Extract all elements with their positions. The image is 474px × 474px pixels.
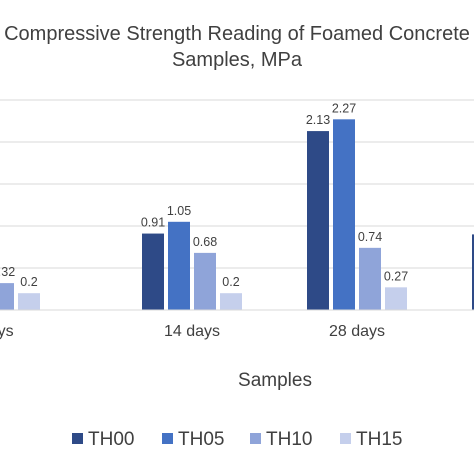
legend-item-th15: TH15	[340, 429, 402, 450]
bar-th00-2	[307, 131, 329, 310]
legend-swatch	[162, 433, 173, 444]
bar-th10-1	[194, 252, 216, 310]
legend-item-th10: TH10	[250, 429, 312, 450]
legend-label: TH00	[88, 429, 134, 450]
data-labels: 0.912.130.0.421.052.270.320.680.740.20.2…	[0, 101, 408, 289]
legend-label: TH05	[178, 429, 224, 450]
data-label: 2.27	[332, 101, 356, 115]
gridlines	[0, 99, 474, 269]
data-label: 0.2	[20, 275, 37, 289]
data-label: 0.32	[0, 265, 15, 279]
legend-swatch	[72, 433, 83, 444]
bar-th10-0	[0, 283, 14, 310]
bar-th15-0	[18, 293, 40, 310]
data-label: 0.27	[384, 269, 408, 283]
legend-item-th05: TH05	[162, 429, 224, 450]
legend-swatch	[250, 433, 261, 444]
data-label: 0.68	[193, 235, 217, 249]
bar-th10-2	[359, 247, 381, 310]
data-label: 1.05	[167, 204, 191, 218]
legend-item-th00: TH00	[72, 429, 134, 450]
bar-th00-1	[142, 233, 164, 310]
legend: TH00 TH05 TH10 TH15	[72, 429, 402, 450]
bar-th05-1	[168, 221, 190, 310]
bar-th15-2	[385, 287, 407, 310]
data-label: 0.91	[141, 216, 165, 230]
bars	[0, 119, 474, 310]
data-label: 0.2	[222, 275, 239, 289]
legend-swatch	[340, 433, 351, 444]
data-label: 2.13	[306, 113, 330, 127]
chart-title-line-1: Compressive Strength Reading of Foamed C…	[4, 23, 470, 45]
chart-title-line-2: Samples, MPa	[172, 49, 303, 71]
x-tick-label: 28 days	[329, 323, 385, 340]
x-axis-title: Samples	[238, 370, 312, 391]
x-tick-label: 7 days	[0, 323, 14, 340]
bar-th00-3	[472, 234, 474, 310]
legend-label: TH10	[266, 429, 312, 450]
bar-th05-2	[333, 119, 355, 310]
x-tick-label: 14 days	[164, 323, 220, 340]
bar-th15-1	[220, 293, 242, 310]
legend-label: TH15	[356, 429, 402, 450]
data-label: 0.74	[358, 230, 382, 244]
